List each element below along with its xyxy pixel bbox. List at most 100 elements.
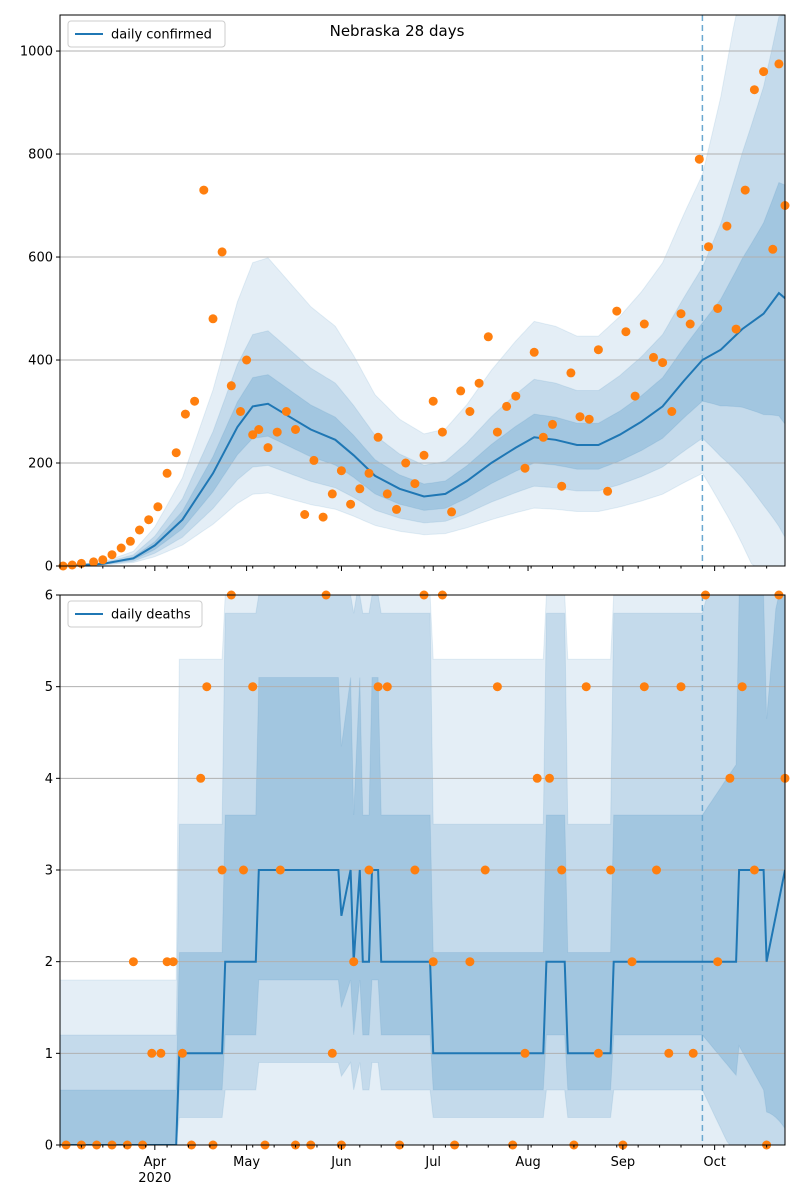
observed-point <box>749 865 759 875</box>
observed-point <box>135 525 144 535</box>
observed-point <box>275 865 285 875</box>
x-tick-year-label: 2020 <box>138 1171 171 1186</box>
observed-point <box>545 773 554 783</box>
observed-point <box>392 504 401 514</box>
observed-point <box>664 1048 674 1058</box>
observed-point <box>248 682 258 692</box>
observed-point <box>538 432 548 442</box>
observed-point <box>217 247 227 257</box>
observed-point <box>713 304 723 313</box>
observed-point <box>557 865 567 875</box>
observed-point <box>217 865 227 875</box>
observed-point <box>177 1048 187 1058</box>
x-tick-label: Jul <box>424 1155 441 1170</box>
observed-point <box>759 67 769 77</box>
uncertainty-band-3 <box>60 181 785 566</box>
confirmed-median-line <box>60 291 785 566</box>
observed-point <box>309 455 319 465</box>
observed-point <box>349 957 359 967</box>
observed-point <box>291 425 300 434</box>
observed-point <box>557 481 567 491</box>
observed-point <box>465 407 475 416</box>
confirmed-gridlines <box>60 50 785 567</box>
observed-point <box>202 682 212 692</box>
observed-point <box>373 432 383 442</box>
observed-point <box>364 468 374 478</box>
observed-point <box>107 550 117 560</box>
observed-point <box>428 396 438 406</box>
y-tick-label: 3 <box>45 864 53 879</box>
observed-point <box>208 314 218 324</box>
observed-point <box>511 391 521 401</box>
observed-point <box>480 865 490 875</box>
deaths-median-line <box>60 869 785 1145</box>
observed-point <box>652 865 661 875</box>
observed-point <box>737 682 747 692</box>
observed-point <box>226 381 236 391</box>
y-tick-label: 600 <box>28 251 53 266</box>
observed-point <box>196 773 206 783</box>
observed-point <box>520 463 530 473</box>
observed-point <box>168 957 178 967</box>
observed-point <box>281 407 291 416</box>
observed-point <box>627 957 637 967</box>
observed-point <box>566 368 576 378</box>
observed-point <box>731 324 741 334</box>
deaths-legend-box <box>67 600 203 628</box>
x-tick-label: Sep <box>611 1155 636 1170</box>
observed-point <box>575 412 585 422</box>
observed-point <box>190 396 200 406</box>
observed-point <box>447 507 457 517</box>
observed-point <box>749 85 759 95</box>
observed-point <box>171 448 181 458</box>
observed-point <box>658 358 668 368</box>
observed-point <box>630 391 640 401</box>
observed-point <box>694 154 704 164</box>
observed-point <box>725 773 735 783</box>
observed-point <box>67 560 77 570</box>
observed-point <box>593 1048 603 1058</box>
observed-point <box>419 450 429 460</box>
observed-point <box>410 479 420 489</box>
observed-point <box>428 957 438 967</box>
observed-point <box>740 185 750 195</box>
observed-point <box>722 221 732 231</box>
observed-point <box>248 430 258 440</box>
observed-point <box>239 865 248 875</box>
observed-point <box>236 407 245 416</box>
observed-point <box>382 489 392 499</box>
deaths-y-axis: 0 1 2 3 4 5 6 <box>45 589 60 1154</box>
observed-point <box>355 484 365 494</box>
deaths-legend: daily deaths <box>67 600 203 628</box>
observed-point <box>483 332 493 342</box>
observed-point <box>373 682 383 692</box>
deaths-observed-points <box>61 590 790 1150</box>
observed-point <box>382 682 392 692</box>
observed-point <box>144 515 154 525</box>
y-tick-label: 2 <box>45 955 53 970</box>
observed-point <box>437 427 447 437</box>
x-tick-label: Aug <box>515 1155 540 1170</box>
y-tick-label: 6 <box>45 589 53 604</box>
observed-point <box>410 865 420 875</box>
observed-point <box>465 957 475 967</box>
confirmed-legend-box <box>67 20 226 48</box>
observed-point <box>606 865 616 875</box>
confirmed-x-ticks <box>59 566 768 571</box>
observed-point <box>676 309 686 319</box>
observed-point <box>327 1048 337 1058</box>
observed-point <box>548 419 557 429</box>
observed-point <box>98 555 108 565</box>
y-tick-label: 0 <box>45 560 53 575</box>
confirmed-legend-label: daily confirmed <box>111 28 212 43</box>
observed-point <box>364 865 374 875</box>
observed-point <box>128 957 138 967</box>
y-tick-label: 0 <box>45 1139 53 1154</box>
observed-point <box>676 682 686 692</box>
observed-point <box>621 327 631 337</box>
observed-point <box>502 401 512 411</box>
